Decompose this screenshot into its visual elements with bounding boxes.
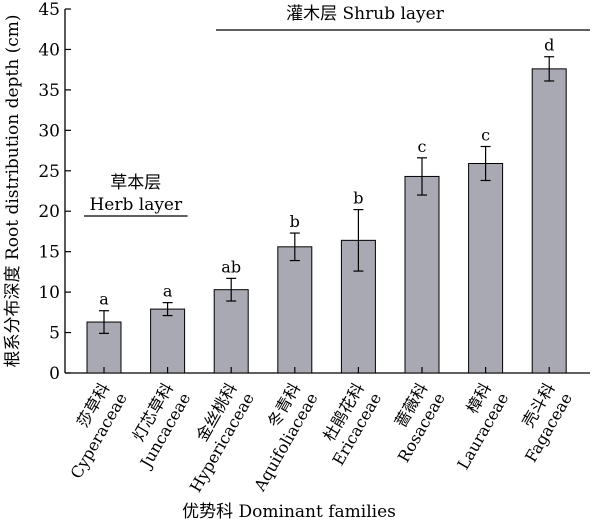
- y-axis-title: 根系分布深度 Root distribution depth (cm): [3, 15, 23, 368]
- significance-letters: a a ab b b c c d: [99, 36, 554, 309]
- significance-letter: ab: [221, 257, 241, 276]
- significance-letter: c: [481, 126, 490, 145]
- error-bars: [99, 56, 555, 334]
- bar: [468, 162, 504, 374]
- category-label: 壳斗科Fagaceae: [504, 380, 576, 466]
- y-tick-label: 30: [38, 121, 60, 141]
- error-bar: [417, 157, 427, 196]
- category-label: 樟科Lauraceae: [436, 380, 512, 473]
- error-bar: [480, 145, 491, 182]
- significance-letter: a: [99, 290, 109, 309]
- group-label: 灌木层 Shrub layer: [286, 4, 445, 24]
- error-bar: [289, 232, 300, 262]
- error-bar: [353, 209, 364, 272]
- y-tick-label: 5: [49, 324, 60, 344]
- y-tick-label: 20: [38, 202, 60, 222]
- y-tick-label: 40: [38, 40, 60, 60]
- bars: [86, 68, 567, 374]
- y-tick-label: 0: [49, 364, 60, 384]
- error-bar: [162, 302, 173, 317]
- bar: [213, 289, 249, 374]
- significance-letter: c: [418, 137, 427, 156]
- y-tick-label: 25: [38, 162, 60, 182]
- bar: [150, 308, 186, 374]
- category-label: 灯芯草科Juncaceae: [118, 380, 194, 473]
- significance-letter: a: [163, 282, 173, 301]
- error-bar: [226, 277, 237, 302]
- significance-letter: b: [290, 212, 300, 231]
- error-bar: [99, 310, 109, 334]
- y-tick-label: 15: [38, 243, 60, 263]
- x-axis-title: 优势科 Dominant families: [182, 502, 396, 522]
- significance-letter: d: [544, 36, 554, 55]
- significance-letter: b: [353, 189, 363, 208]
- y-ticks: 0 5 10 15 20 25 30 35 40 45: [38, 0, 71, 384]
- y-tick-label: 35: [38, 81, 60, 101]
- y-tick-label: 10: [38, 283, 60, 303]
- error-bar: [544, 56, 555, 82]
- category-label: 莎草科Cyperaceae: [49, 380, 131, 482]
- bar: [531, 68, 567, 374]
- group-label-cn: 草本层: [110, 173, 161, 193]
- bar: [277, 246, 313, 374]
- y-tick-label: 45: [38, 0, 60, 20]
- category-labels: 莎草科Cyperaceae灯芯草科Juncaceae金丝桃科Hypericace…: [49, 380, 576, 496]
- category-label: 蔷薇科Rosaceae: [377, 380, 449, 466]
- category-label: 杜鹃花科Ericaceae: [311, 380, 385, 469]
- bar: [404, 175, 440, 374]
- group-label-en: Herb layer: [89, 195, 183, 215]
- layer-group: 灌木层 Shrub layer: [216, 4, 590, 31]
